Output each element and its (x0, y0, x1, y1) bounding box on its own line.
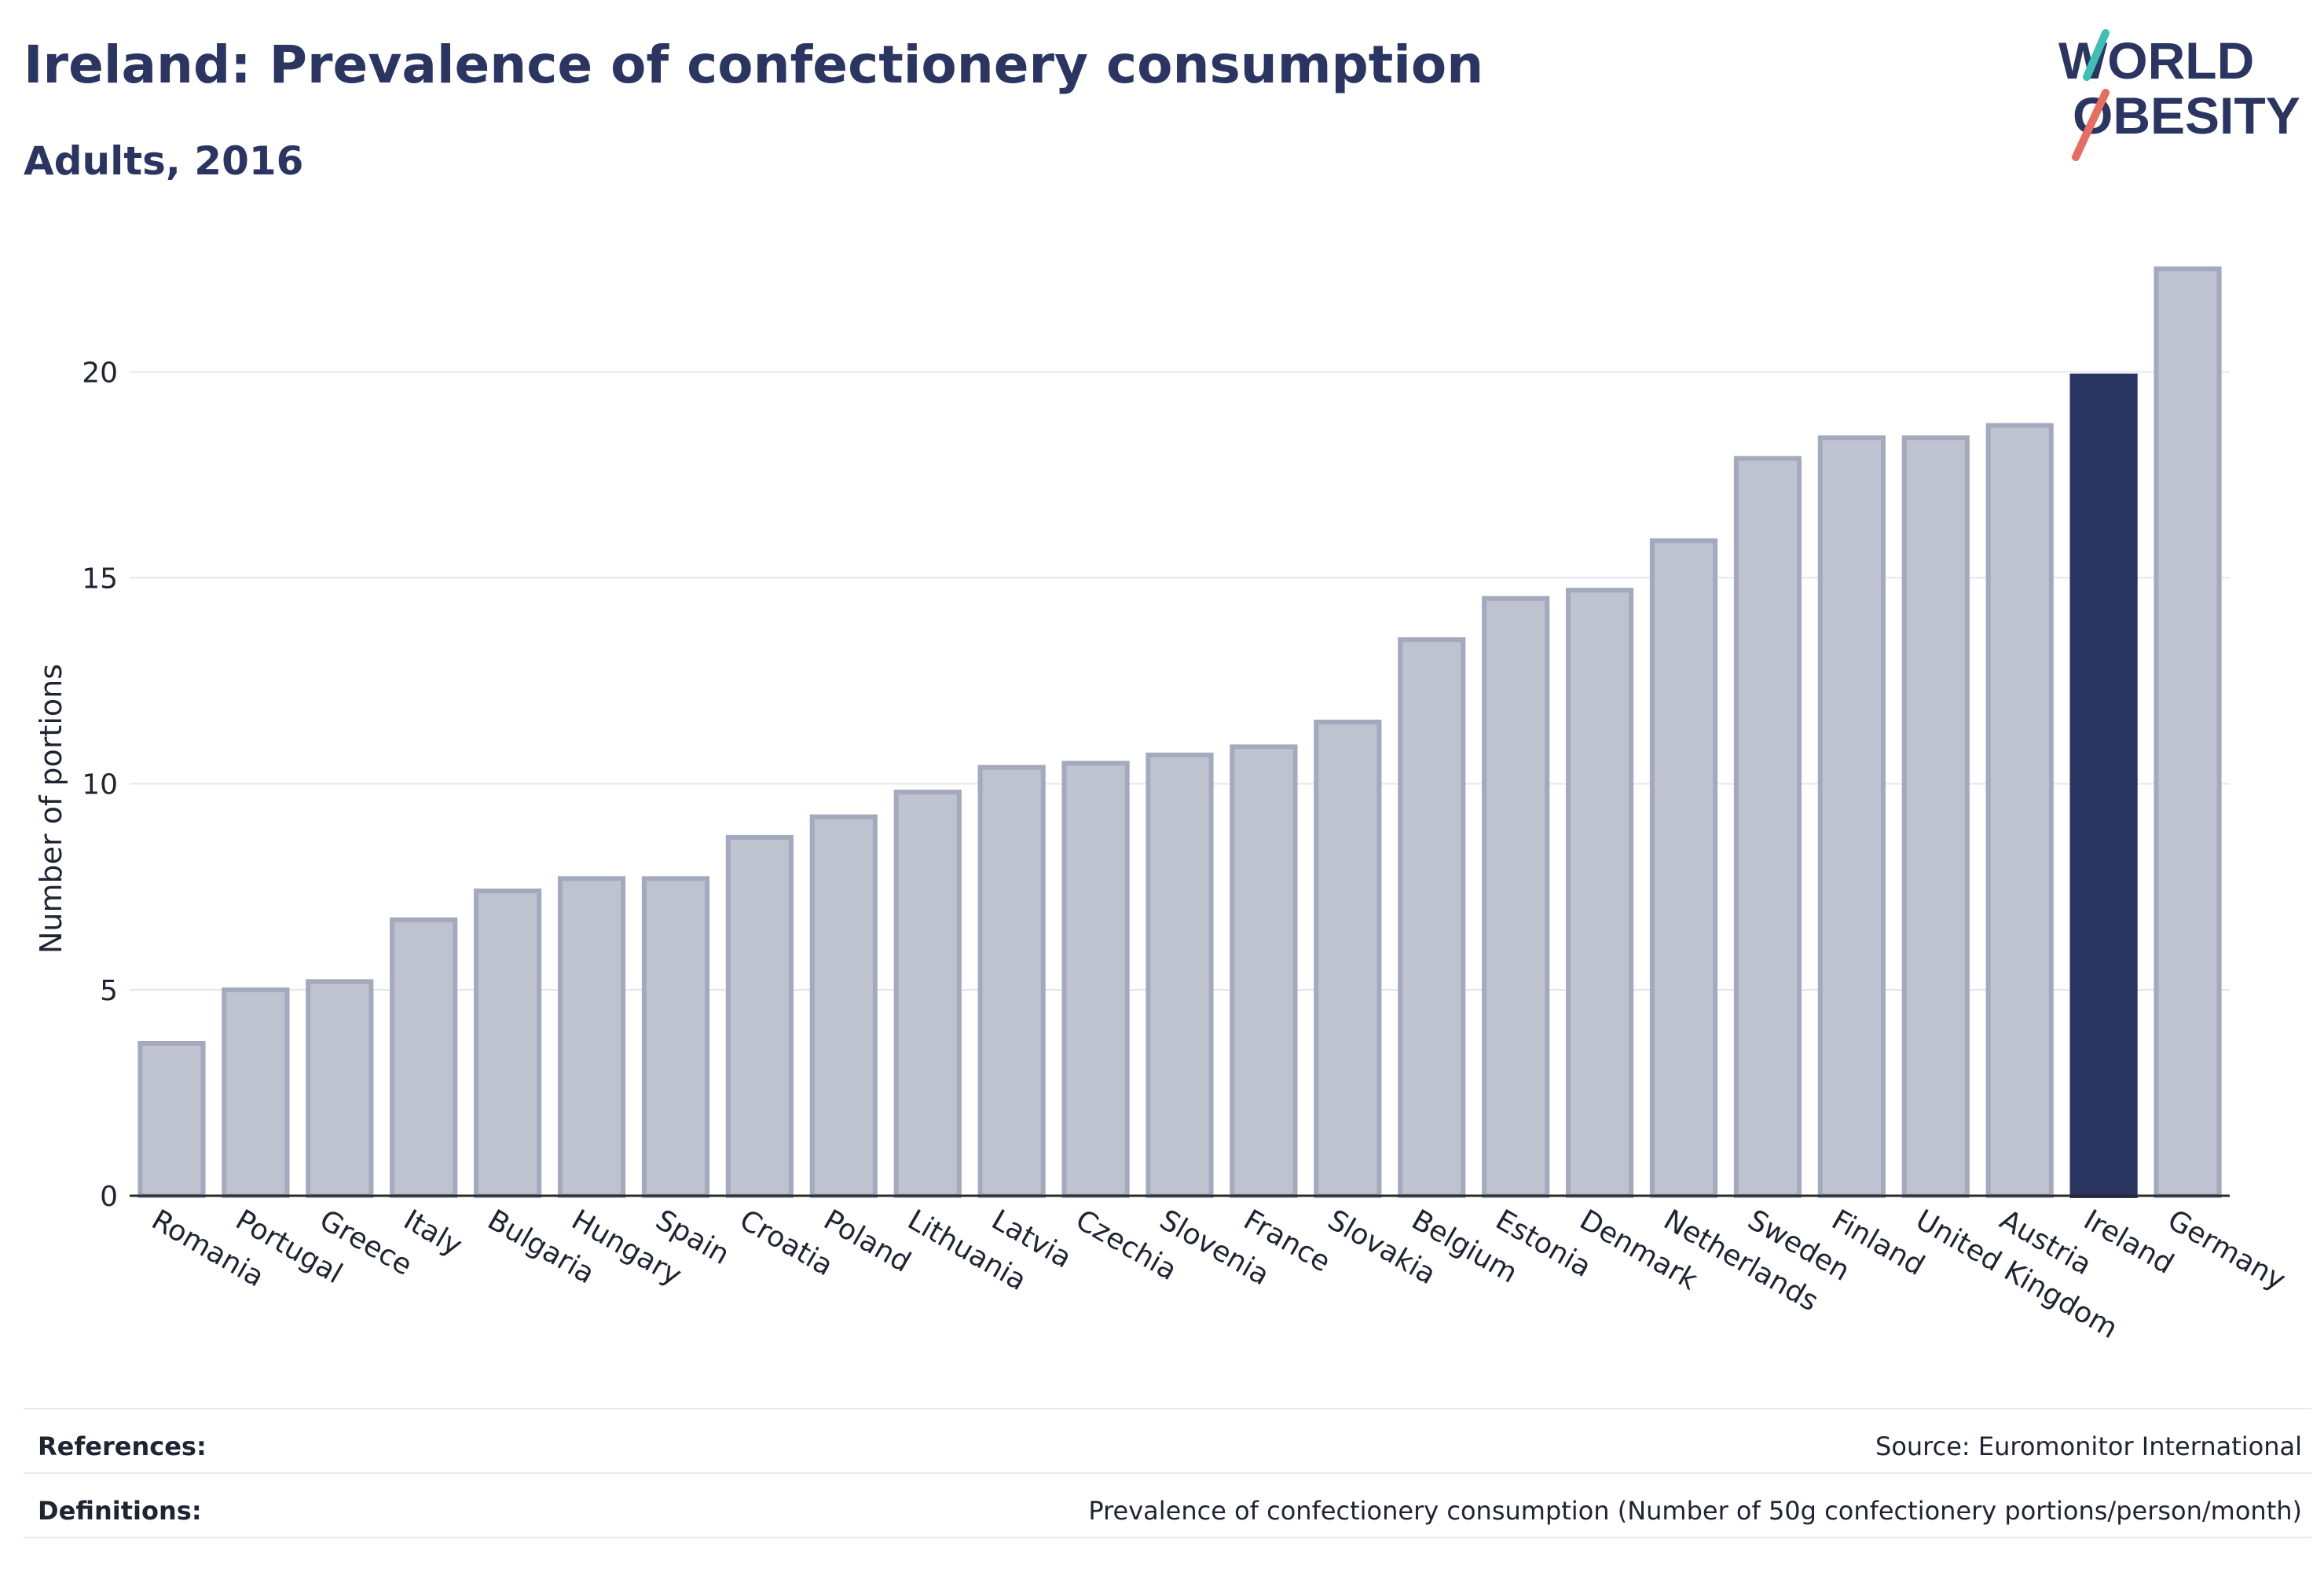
x-tick-label: Croatia (734, 1204, 838, 1282)
references-value: Source: Euromonitor International (1875, 1431, 2302, 1461)
bar-hungary (557, 876, 626, 1199)
bar-croatia (725, 834, 794, 1198)
chart-title: Ireland: Prevalence of confectionery con… (24, 35, 1484, 95)
definitions-label: Definitions: (38, 1496, 202, 1526)
bars (137, 266, 2222, 1199)
bar-finland (1817, 435, 1886, 1198)
bar-denmark (1566, 588, 1634, 1198)
bar-latvia (977, 764, 1046, 1198)
bar-germany (2154, 266, 2222, 1198)
bar-austria (1985, 423, 2054, 1198)
references-row: References: Source: Euromonitor Internat… (24, 1417, 2302, 1472)
y-axis-label: Number of portions (34, 664, 68, 954)
footer-divider (24, 1408, 2311, 1409)
bar-spain (641, 876, 710, 1199)
y-tick-label: 5 (100, 975, 118, 1007)
bar-slovakia (1314, 720, 1382, 1198)
world-obesity-logo: WORLD OBESITY (2058, 29, 2300, 161)
footer-divider (24, 1472, 2311, 1474)
bar-bulgaria (474, 888, 542, 1199)
bar-czechia (1061, 761, 1130, 1198)
references-label: References: (38, 1431, 207, 1461)
footer-divider (24, 1537, 2311, 1538)
bar-sweden (1733, 456, 1802, 1198)
y-tick-label: 10 (82, 769, 118, 801)
bar-netherlands (1649, 538, 1718, 1198)
definitions-value: Prevalence of confectionery consumption … (1088, 1496, 2302, 1526)
bar-romania (137, 1040, 206, 1199)
x-tick-label: Poland (818, 1204, 916, 1279)
definitions-row: Definitions: Prevalence of confectionery… (24, 1482, 2302, 1537)
y-tick-label: 15 (82, 563, 118, 595)
bar-lithuania (893, 790, 962, 1198)
y-axis-ticks: 0 5 10 15 20 (82, 357, 118, 1213)
bar-italy (390, 917, 458, 1198)
bar-portugal (222, 987, 290, 1199)
bar-greece (306, 979, 374, 1198)
bar-ireland (2069, 373, 2138, 1198)
x-tick-label: Germany (2162, 1204, 2291, 1296)
y-tick-label: 20 (82, 357, 118, 389)
bar-belgium (1398, 637, 1466, 1198)
bar-united-kingdom (1901, 435, 1970, 1198)
x-tick-label: Ireland (2078, 1204, 2179, 1281)
bar-slovenia (1146, 752, 1214, 1198)
y-tick-label: 0 (100, 1181, 118, 1213)
svg-text:OBESITY: OBESITY (2073, 86, 2300, 145)
bar-france (1230, 744, 1298, 1198)
bar-poland (809, 814, 878, 1198)
chart-subtitle: Adults, 2016 (24, 138, 304, 184)
bar-estonia (1482, 596, 1550, 1198)
